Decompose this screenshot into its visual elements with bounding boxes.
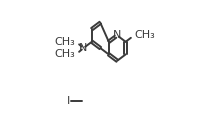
Text: N: N xyxy=(113,30,121,40)
Text: CH₃: CH₃ xyxy=(55,49,75,59)
Text: I: I xyxy=(67,96,70,106)
Text: CH₃: CH₃ xyxy=(135,30,155,40)
Text: CH₃: CH₃ xyxy=(55,37,75,47)
Text: N: N xyxy=(79,43,88,53)
